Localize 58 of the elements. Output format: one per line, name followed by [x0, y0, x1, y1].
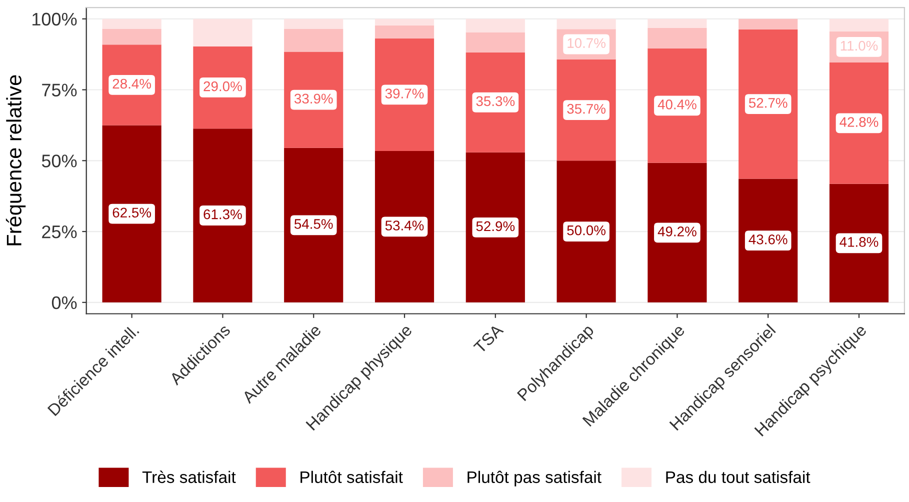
bar	[648, 48, 707, 163]
data-label: 29.0%	[204, 81, 242, 92]
bar	[374, 151, 434, 302]
data-label: 53.4%	[385, 220, 424, 230]
data-label: 10.7%	[568, 38, 606, 48]
bar	[102, 125, 162, 302]
data-label: 33.9%	[294, 94, 333, 104]
y-tick-label: 100%	[32, 12, 77, 26]
y-tick-label: 0%	[52, 296, 77, 310]
bar	[556, 160, 616, 302]
bar	[829, 184, 889, 302]
bar	[648, 162, 707, 302]
data-label: 39.7%	[385, 88, 424, 98]
legend-label: Très satisfait	[142, 470, 236, 484]
bar	[193, 18, 252, 46]
bar	[829, 18, 889, 32]
data-label: 43.6%	[748, 234, 788, 244]
data-label: 49.2%	[658, 226, 696, 236]
legend-label: Plutôt satisfait	[300, 470, 403, 484]
data-label: 50.0%	[567, 225, 606, 236]
data-label: 35.3%	[476, 96, 515, 106]
bar	[284, 28, 344, 52]
bar	[648, 18, 707, 28]
bar	[466, 18, 525, 32]
bar	[466, 152, 525, 302]
legend-label: Plutôt pas satisfait	[468, 470, 602, 486]
bar	[738, 29, 798, 179]
data-label: 54.5%	[294, 219, 333, 229]
data-label: 42.8%	[840, 117, 878, 127]
data-label: 52.7%	[748, 98, 788, 108]
data-label: 62.5%	[112, 208, 152, 218]
bar	[284, 18, 344, 29]
data-label: 11.0%	[840, 40, 878, 51]
y-tick-label: 50%	[42, 154, 77, 168]
bar	[193, 128, 252, 302]
bar	[648, 28, 707, 48]
bar	[102, 28, 162, 45]
bar	[374, 18, 434, 26]
bar	[374, 38, 434, 151]
y-tick-label: 75%	[42, 84, 77, 96]
legend-label: Pas du tout satisfait	[666, 470, 810, 484]
data-label: 35.7%	[567, 104, 606, 114]
data-label: 41.8%	[840, 237, 878, 247]
bar	[466, 32, 525, 52]
y-tick-label: 25%	[42, 225, 77, 238]
data-label: 52.9%	[476, 221, 515, 232]
bar	[738, 18, 798, 30]
x-tick-label: TSA	[473, 323, 504, 354]
data-label: 28.4%	[112, 78, 152, 89]
bar	[556, 18, 616, 30]
y-axis-title: Fréquence relative	[6, 75, 26, 246]
data-label: 40.4%	[658, 100, 696, 110]
bar	[829, 62, 889, 184]
bar	[374, 25, 434, 38]
bar	[102, 18, 162, 29]
bar	[284, 148, 344, 302]
data-label: 61.3%	[204, 209, 242, 220]
bar	[738, 178, 798, 302]
